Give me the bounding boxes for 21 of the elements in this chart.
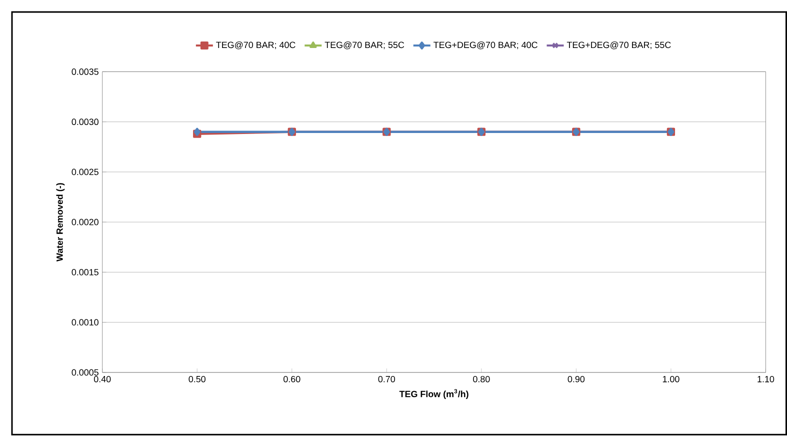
- x-tick-label: 0.60: [284, 376, 300, 382]
- y-tick-label: 0.0025: [72, 168, 98, 176]
- legend-label: TEG@70 BAR; 55C: [324, 42, 404, 50]
- x-tick-label: 0.80: [473, 376, 490, 382]
- y-tick-label: 0.0020: [72, 219, 98, 226]
- legend-label: TEG@70 BAR; 40C: [216, 42, 296, 50]
- y-tick-label: 0.0015: [72, 269, 98, 276]
- legend-label: TEG+DEG@70 BAR; 55C: [566, 42, 671, 50]
- legend-label: TEG+DEG@70 BAR; 40C: [434, 42, 538, 50]
- y-axis-title: Water Removed (-): [56, 183, 65, 262]
- x-axis-title: TEG Flow (m$^{3}$/h): [399, 389, 468, 400]
- x-tick-label: 0.50: [188, 376, 206, 382]
- y-tick-label: 0.0030: [72, 118, 98, 126]
- x-tick-label: 0.90: [568, 376, 585, 382]
- x-tick-label: 0.70: [378, 376, 396, 382]
- x-tick-label: 0.40: [94, 376, 111, 382]
- x-tick-label: 1.00: [662, 376, 680, 382]
- x-tick-label: 1.10: [758, 376, 774, 382]
- y-tick-label: 0.0005: [72, 369, 98, 376]
- y-tick-label: 0.0010: [72, 319, 98, 326]
- y-tick-label: 0.0035: [72, 68, 98, 76]
